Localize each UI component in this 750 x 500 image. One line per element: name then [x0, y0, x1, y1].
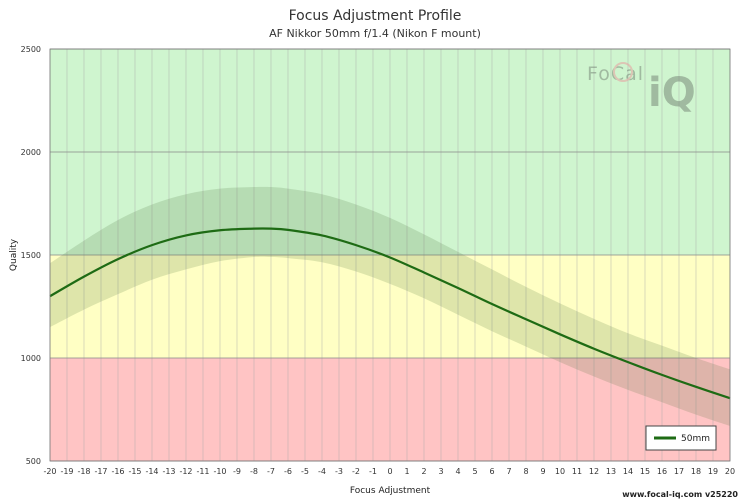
x-tick-label: 15 — [640, 467, 650, 476]
x-tick-label: 2 — [421, 467, 426, 476]
series-line-50mm — [49, 227, 731, 400]
chart-title: Focus Adjustment Profile — [289, 8, 462, 24]
x-tick-label: 9 — [540, 467, 545, 476]
x-tick-label: -2 — [352, 467, 360, 476]
x-tick-label: -1 — [369, 467, 377, 476]
y-axis-title: Quality — [9, 238, 19, 271]
x-tick-label: 8 — [523, 467, 528, 476]
x-tick-label: 4 — [455, 467, 460, 476]
x-tick-label: 5 — [472, 467, 477, 476]
x-tick-label: 20 — [725, 467, 735, 476]
x-tick-label: 1 — [404, 467, 409, 476]
x-tick-label: -13 — [162, 467, 175, 476]
x-tick-label: 12 — [589, 467, 599, 476]
footer-credit: www.focal-iq.com v25220 — [622, 490, 738, 499]
x-tick-label: -6 — [284, 467, 292, 476]
y-tick-label: 500 — [26, 457, 41, 466]
x-tick-label: 16 — [657, 467, 667, 476]
x-tick-label: -20 — [43, 467, 56, 476]
x-tick-label: -3 — [335, 467, 343, 476]
y-tick-label: 1000 — [21, 354, 41, 363]
x-tick-label: -18 — [77, 467, 90, 476]
y-tick-label: 2000 — [21, 148, 41, 157]
legend-label-50mm: 50mm — [681, 434, 710, 444]
x-tick-label: 18 — [691, 467, 701, 476]
x-tick-label: 11 — [572, 467, 582, 476]
x-axis-title: Focus Adjustment — [350, 486, 431, 496]
x-tick-label: -12 — [179, 467, 192, 476]
x-tick-label: -5 — [301, 467, 309, 476]
x-tick-label: 13 — [606, 467, 616, 476]
x-tick-label: -16 — [111, 467, 124, 476]
x-tick-label: 3 — [438, 467, 443, 476]
x-tick-label: -4 — [318, 467, 326, 476]
svg-text:iQ: iQ — [648, 70, 696, 116]
x-tick-label: -15 — [128, 467, 141, 476]
x-tick-label: 19 — [708, 467, 718, 476]
confidence-band-50mm — [50, 186, 730, 426]
x-tick-label: 6 — [489, 467, 494, 476]
x-tick-label: 17 — [674, 467, 684, 476]
chart-subtitle: AF Nikkor 50mm f/1.4 (Nikon F mount) — [269, 27, 481, 40]
x-tick-label: 10 — [555, 467, 565, 476]
x-tick-label: 14 — [623, 467, 633, 476]
y-tick-label: 2500 — [21, 45, 41, 54]
focal-iq-logo: FoCal iQ — [587, 62, 696, 116]
x-tick-label: -10 — [213, 467, 226, 476]
x-tick-label: -9 — [233, 467, 241, 476]
x-tick-label: -19 — [60, 467, 73, 476]
x-tick-label: 0 — [387, 467, 392, 476]
x-tick-label: -8 — [250, 467, 258, 476]
x-tick-label: 7 — [506, 467, 511, 476]
x-tick-label: -11 — [196, 467, 209, 476]
legend: 50mm — [645, 425, 717, 451]
x-tick-label: -7 — [267, 467, 275, 476]
x-tick-label: -14 — [145, 467, 158, 476]
y-tick-label: 1500 — [21, 251, 41, 260]
plot-border — [49, 48, 731, 462]
x-tick-label: -17 — [94, 467, 107, 476]
